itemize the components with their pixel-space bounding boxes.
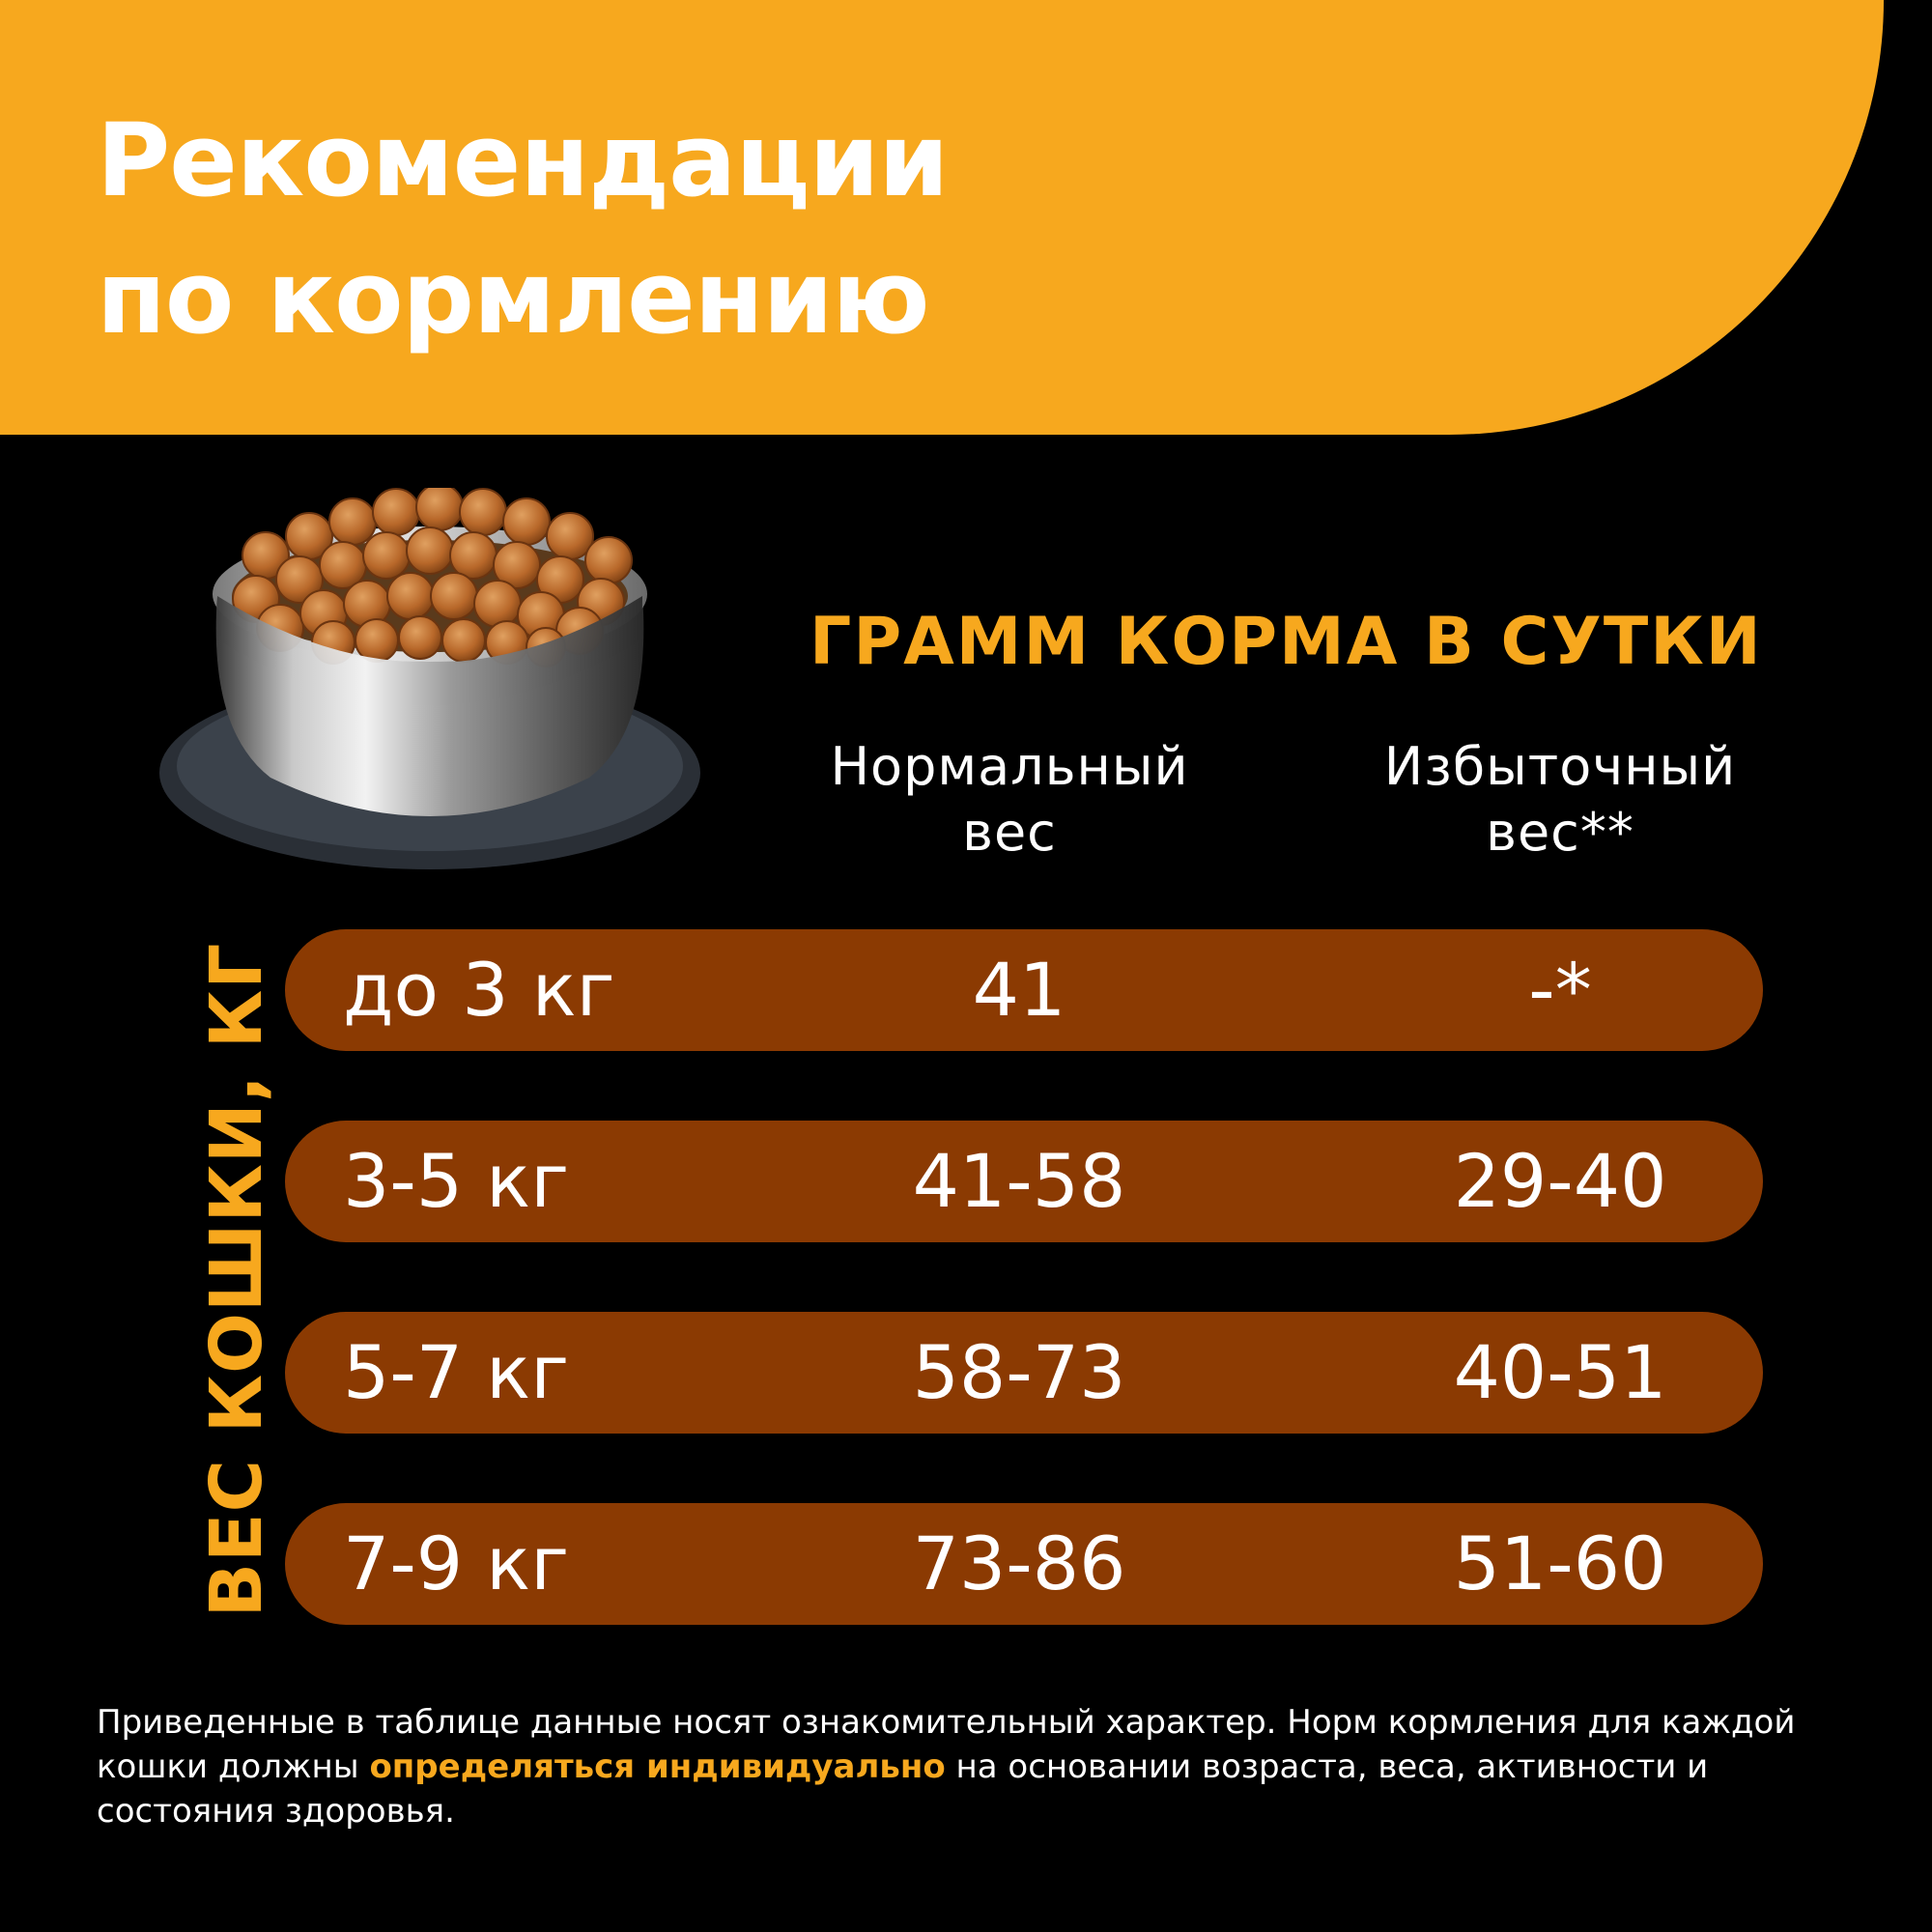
footnote-text-2: на основании возраста, веса, активности … — [97, 1747, 1709, 1831]
column-header-over-line-1: Избыточный — [1383, 736, 1737, 797]
row-normal-text: 58-73 — [912, 1329, 1126, 1415]
axis-label-cat-weight: ВЕС КОШКИ, КГ — [195, 942, 278, 1618]
table-row: 5-7 кг 58-73 40-51 — [285, 1312, 1763, 1434]
table-row: до 3 кг 41 -* — [285, 929, 1763, 1051]
row-weight: 7-9 кг — [343, 1520, 570, 1606]
row-normal-text: 41 — [972, 947, 1066, 1033]
row-normal-text: 41-58 — [912, 1138, 1126, 1224]
column-header-over-line-2: вес** — [1486, 802, 1634, 863]
column-header-normal-line-2: вес — [962, 802, 1057, 863]
header-banner: Рекомендации по кормлению — [0, 0, 1884, 435]
footnote-highlight: определяться индивидуально — [369, 1747, 946, 1786]
table-row: 3-5 кг 41-58 29-40 — [285, 1121, 1763, 1242]
row-weight: 3-5 кг — [343, 1138, 570, 1224]
row-weight: до 3 кг — [343, 947, 615, 1033]
row-over-text: 29-40 — [1453, 1138, 1667, 1224]
row-normal-text: 73-86 — [912, 1520, 1126, 1606]
footnote-text-1: Приведенные в таблице данные носят ознак… — [97, 1703, 1796, 1786]
food-bowl-icon — [159, 488, 700, 869]
table-heading: ГРАММ КОРМА В СУТКИ — [810, 604, 1763, 680]
row-over-text: 51-60 — [1453, 1520, 1667, 1606]
title-line-2: по кормлению — [97, 239, 930, 356]
page-title: Рекомендации по кормлению — [97, 92, 949, 366]
row-weight: 5-7 кг — [343, 1329, 570, 1415]
table-row: 7-9 кг 73-86 51-60 — [285, 1503, 1763, 1625]
row-over-text: -* — [1528, 947, 1592, 1033]
row-over-text: 40-51 — [1453, 1329, 1667, 1415]
column-header-normal-line-1: Нормальный — [830, 736, 1189, 797]
column-header-overweight: Избыточный вес** — [1357, 734, 1763, 866]
footnote: Приведенные в таблице данные носят ознак… — [97, 1700, 1855, 1833]
title-line-1: Рекомендации — [97, 101, 949, 219]
column-header-normal-weight: Нормальный вес — [807, 734, 1212, 866]
